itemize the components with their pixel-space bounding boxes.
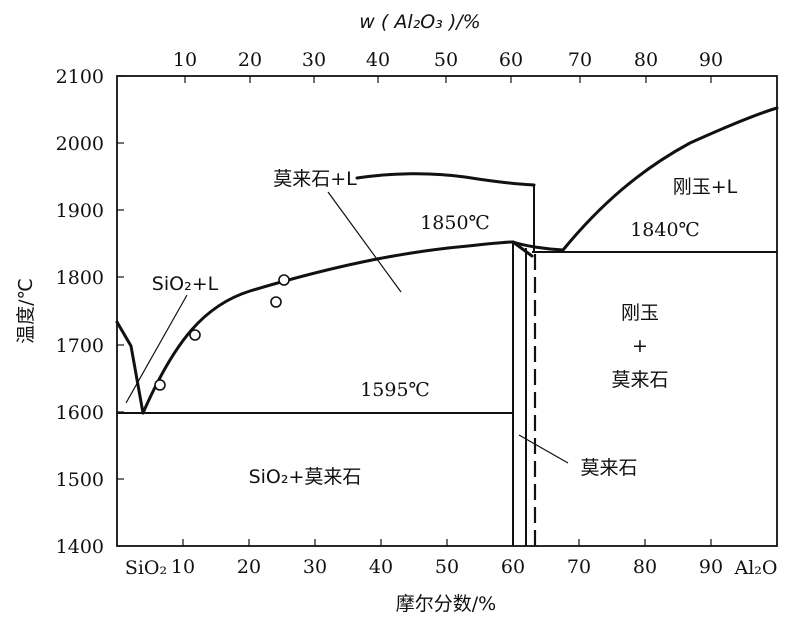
temp-label-1850: 1850℃ [420, 212, 490, 234]
top-tick-label: 30 [302, 49, 326, 71]
bottom-axis-title: 摩尔分数/% [396, 593, 496, 615]
bottom-tick-label: 50 [435, 556, 459, 578]
leader-mullite-liquid [327, 191, 402, 293]
top-tick-label: 80 [634, 49, 658, 71]
label-corundum: 刚玉 [621, 302, 659, 324]
metastable-liquidus [355, 172, 536, 187]
bottom-tick-label: 40 [369, 556, 393, 578]
data-point [189, 329, 201, 341]
label-mullite-in-corundum: 莫来石 [611, 369, 668, 391]
corundum-liquidus [561, 106, 779, 252]
bottom-axis-ticks [182, 539, 712, 546]
leader-mullite [518, 434, 569, 464]
top-tick-label: 10 [173, 49, 197, 71]
y-tick-label: 1800 [56, 267, 104, 289]
label-mullite: 莫来石 [580, 457, 637, 479]
temp-label-1840: 1840℃ [630, 219, 700, 241]
mullite-liquidus [141, 240, 515, 415]
data-point [278, 274, 290, 286]
y-tick-label: 1500 [56, 469, 104, 491]
mullite-solidus-left [511, 240, 534, 258]
bottom-axis-tick-labels: 10 20 30 40 50 60 70 80 90 [171, 556, 723, 578]
right-end-label: Al₂O [734, 557, 778, 579]
bottom-tick-label: 10 [171, 556, 195, 578]
leader-lines [125, 191, 569, 464]
top-tick-label: 90 [699, 49, 723, 71]
y-axis-title: 温度/℃ [15, 278, 37, 344]
top-tick-label: 40 [366, 49, 390, 71]
region-labels: 莫来石+L SiO₂+L 刚玉+L 刚玉 + 莫来石 SiO₂+莫来石 莫来石 [152, 168, 738, 488]
bottom-tick-label: 90 [699, 556, 723, 578]
label-corundum-liquid: 刚玉+L [673, 176, 738, 198]
left-end-label: SiO₂ [125, 557, 167, 579]
top-axis-tick-labels: 10 20 30 40 50 60 70 80 90 [173, 49, 723, 71]
label-plus: + [632, 335, 648, 357]
silica-liquidus [115, 320, 145, 415]
y-tick-label: 1400 [56, 536, 104, 558]
leader-silica-liquid [125, 294, 188, 404]
data-points [154, 274, 290, 391]
plot-frame [116, 75, 778, 547]
y-axis-ticks [117, 75, 124, 480]
label-silica-mullite: SiO₂+莫来石 [249, 466, 362, 488]
top-tick-label: 20 [238, 49, 262, 71]
y-tick-label: 1700 [56, 335, 104, 357]
bottom-tick-label: 30 [303, 556, 327, 578]
top-tick-label: 60 [499, 49, 523, 71]
temperature-labels: 1850℃ 1840℃ 1595℃ [360, 212, 700, 401]
top-tick-label: 50 [434, 49, 458, 71]
bottom-tick-label: 70 [567, 556, 591, 578]
top-axis-ticks [184, 76, 712, 83]
y-tick-label: 1600 [56, 402, 104, 424]
bottom-tick-label: 60 [501, 556, 525, 578]
phase-boundaries [115, 106, 779, 546]
y-tick-label: 2000 [56, 133, 104, 155]
data-point [154, 379, 166, 391]
top-axis-title: w ( Al₂O₃ )/% [359, 11, 480, 33]
top-tick-label: 70 [568, 49, 592, 71]
bottom-tick-label: 20 [237, 556, 261, 578]
bottom-tick-label: 80 [633, 556, 657, 578]
y-axis-tick-labels: 2100 2000 1900 1800 1700 1600 1500 1400 [56, 66, 104, 558]
y-tick-label: 1900 [56, 200, 104, 222]
label-mullite-liquid: 莫来石+L [273, 168, 357, 190]
data-point [270, 296, 282, 308]
label-silica-liquid: SiO₂+L [152, 273, 219, 295]
y-tick-label: 2100 [56, 66, 104, 88]
temp-label-1595: 1595℃ [360, 379, 430, 401]
